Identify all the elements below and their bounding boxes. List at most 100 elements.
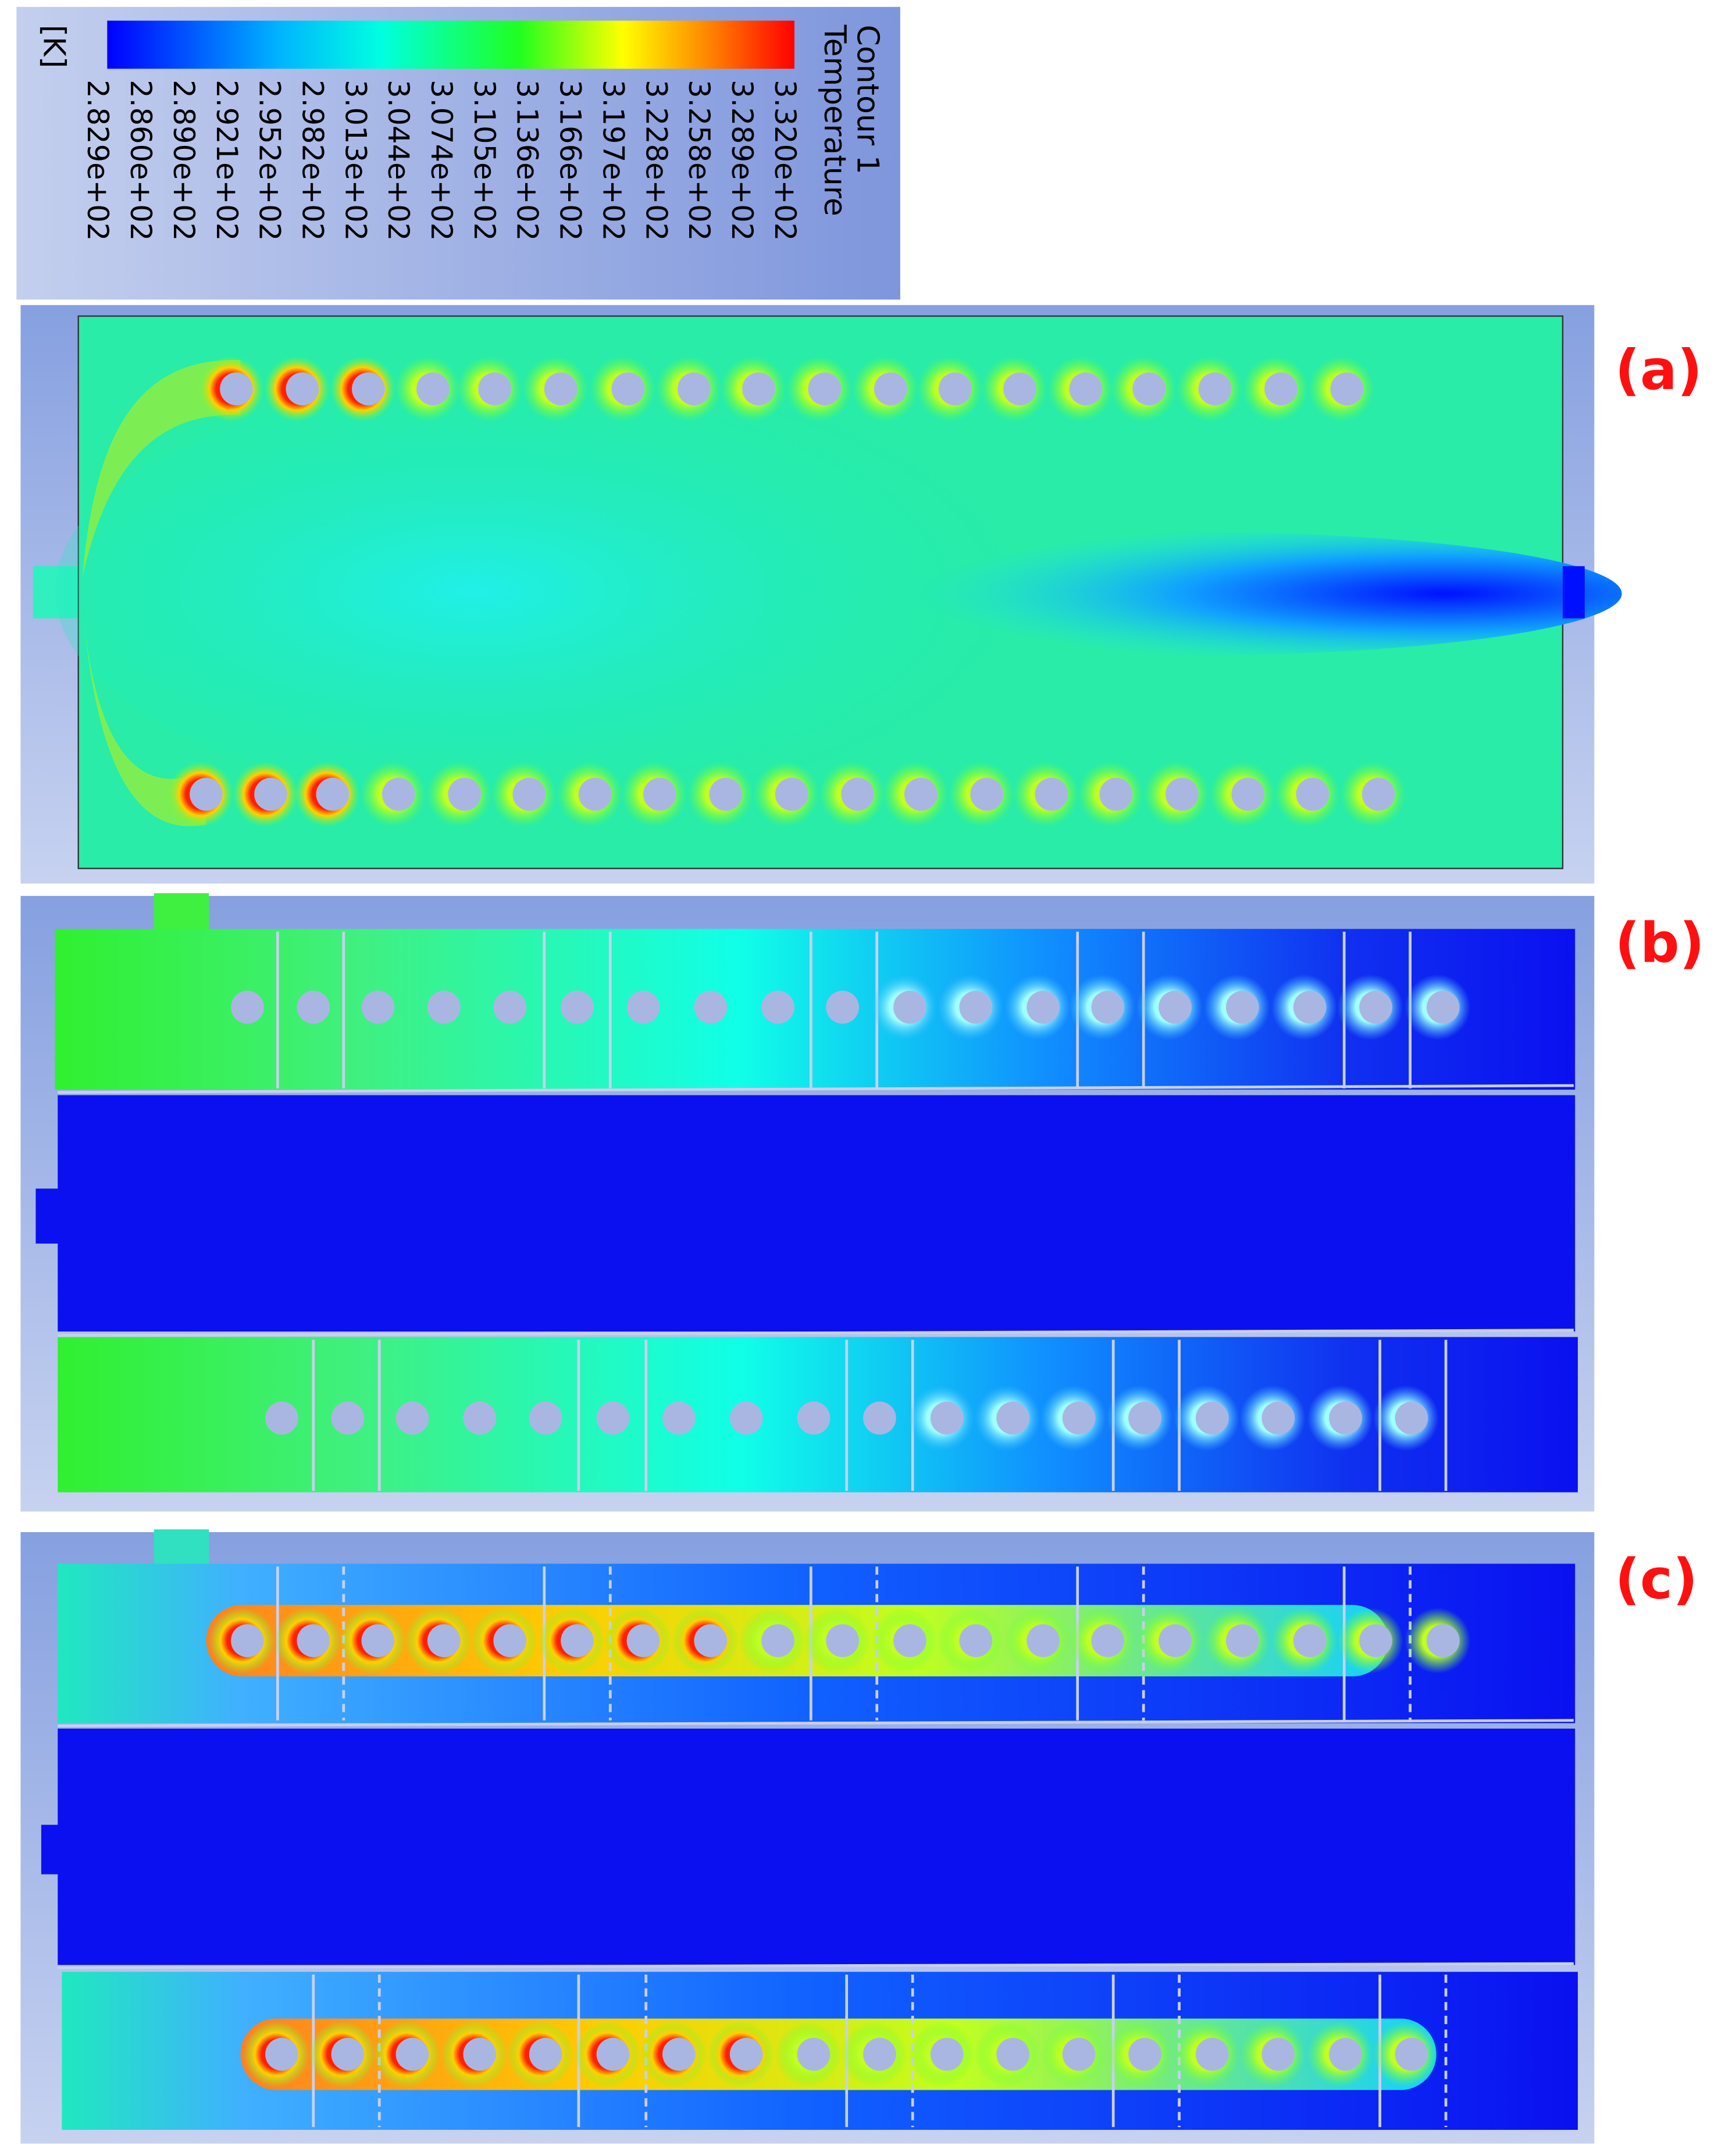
tube: [761, 1624, 794, 1658]
plume: [82, 360, 241, 577]
tube: [1264, 372, 1298, 406]
tube: [1329, 1401, 1362, 1435]
tube: [331, 1401, 365, 1435]
tube: [694, 990, 728, 1024]
tube: [463, 1401, 497, 1435]
tube: [1359, 1624, 1392, 1658]
tube: [286, 372, 319, 406]
tube: [1132, 372, 1165, 406]
tube: [1293, 1624, 1327, 1658]
tube: [529, 1401, 562, 1435]
tick-label: 3.166e+02: [554, 80, 587, 241]
colorbar: [107, 20, 794, 69]
tube: [231, 990, 264, 1024]
tube: [742, 372, 775, 406]
tube: [1329, 2037, 1362, 2071]
tube: [427, 990, 461, 1024]
tube: [1026, 990, 1060, 1024]
tube: [1359, 990, 1392, 1024]
tube: [904, 777, 938, 811]
tube: [265, 2037, 298, 2071]
divider: [58, 1962, 1574, 1969]
tick-label: 3.044e+02: [382, 80, 415, 241]
tube: [970, 777, 1004, 811]
tube: [893, 1624, 926, 1658]
tube: [529, 2037, 562, 2071]
panel-label: (a): [1615, 338, 1702, 402]
outlet: [1562, 566, 1585, 619]
tube: [930, 2037, 964, 2071]
tube: [1159, 1624, 1192, 1658]
tube: [626, 990, 660, 1024]
tube: [626, 1624, 660, 1658]
tube: [561, 1624, 594, 1658]
panel-b: (b): [20, 893, 1705, 1512]
tube: [662, 1401, 696, 1435]
tube: [874, 372, 907, 406]
tube: [1296, 777, 1330, 811]
tube: [596, 1401, 630, 1435]
legend-ticks: 2.829e+02 2.860e+02 2.890e+02 2.921e+02 2.95…: [81, 80, 802, 241]
tube: [761, 990, 794, 1024]
tubes: [167, 356, 1406, 827]
tube: [930, 1401, 964, 1435]
tick-label: 3.136e+02: [511, 80, 544, 241]
tube: [1091, 990, 1125, 1024]
cold-streak: [742, 531, 1622, 656]
tube: [678, 372, 711, 406]
tube: [493, 990, 527, 1024]
tick-label: 3.074e+02: [425, 80, 458, 241]
tube: [1261, 2037, 1295, 2071]
tube: [1195, 2037, 1229, 2071]
tube: [297, 990, 330, 1024]
tube: [1293, 990, 1327, 1024]
tube: [797, 2037, 831, 2071]
outlet: [41, 1825, 66, 1875]
tube: [190, 777, 223, 811]
tubes: [58, 931, 1574, 1491]
tube: [643, 777, 676, 811]
tube: [561, 990, 594, 1024]
tube: [1395, 1401, 1428, 1435]
divider: [58, 1329, 1574, 1337]
tube: [1062, 2037, 1096, 2071]
tube: [316, 777, 350, 811]
tube: [996, 2037, 1030, 2071]
tube: [662, 2037, 696, 2071]
tube: [361, 990, 395, 1024]
tube: [1026, 1624, 1060, 1658]
tube: [463, 2037, 497, 2071]
tube: [1035, 777, 1068, 811]
tube: [1195, 1401, 1229, 1435]
tick-label: 3.105e+02: [468, 80, 501, 241]
panel-label: (c): [1615, 1547, 1698, 1611]
legend-title: Temperature: [817, 24, 852, 216]
tick-label: 3.197e+02: [596, 80, 630, 241]
tube: [265, 1401, 298, 1435]
tick-label: 3.320e+02: [768, 80, 802, 241]
tube: [220, 372, 253, 406]
tube: [1225, 990, 1259, 1024]
tube: [1091, 1624, 1125, 1658]
tube: [709, 777, 743, 811]
tube: [729, 1401, 763, 1435]
tube: [826, 990, 859, 1024]
tick-label: 2.890e+02: [167, 80, 201, 241]
legend-unit: [K]: [37, 25, 72, 69]
tube: [863, 2037, 896, 2071]
tube: [1198, 372, 1232, 406]
tube: [1361, 777, 1395, 811]
tube: [1427, 990, 1460, 1024]
core: [58, 1728, 1576, 1965]
tick-label: 3.228e+02: [639, 80, 673, 241]
tube: [1231, 777, 1265, 811]
tube: [841, 777, 874, 811]
tubes: [58, 1566, 1574, 2128]
tube: [893, 990, 926, 1024]
tube: [297, 1624, 330, 1658]
tube: [1159, 990, 1192, 1024]
divider: [58, 1719, 1574, 1727]
tube: [578, 777, 612, 811]
tube: [797, 1401, 831, 1435]
